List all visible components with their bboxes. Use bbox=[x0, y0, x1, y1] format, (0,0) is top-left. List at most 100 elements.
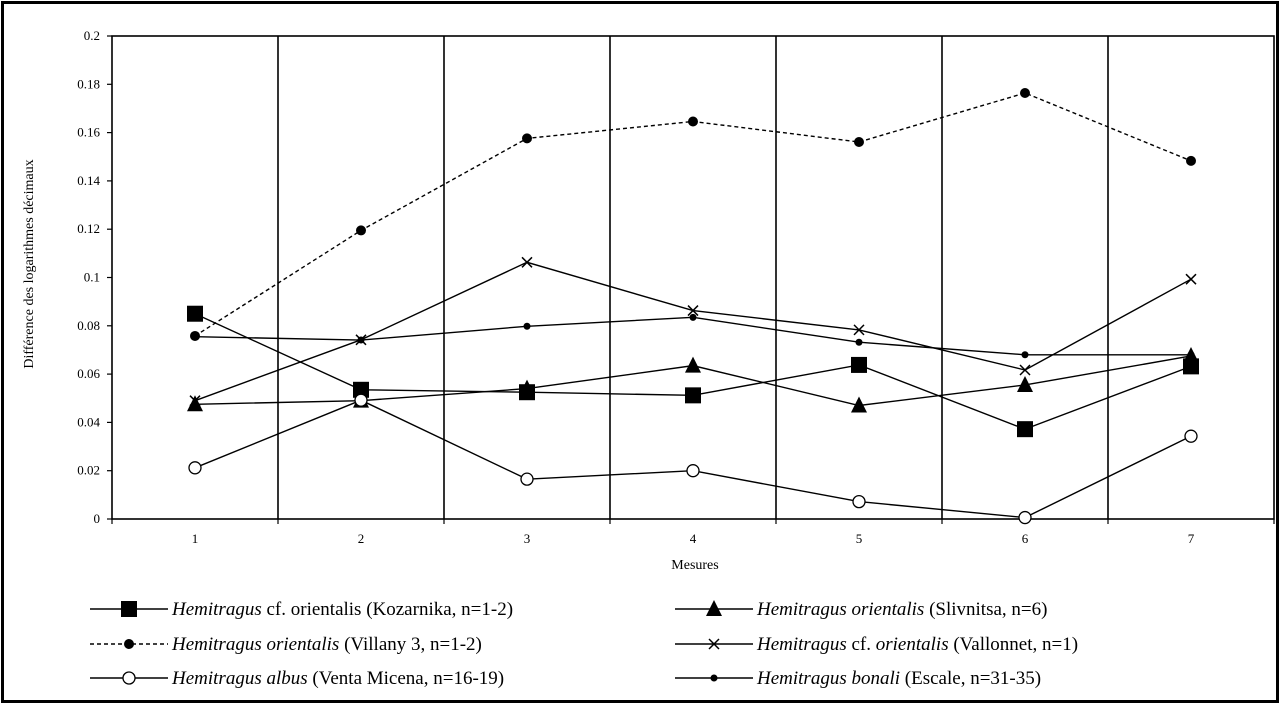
open-circle-marker bbox=[520, 472, 534, 486]
cross-stroke bbox=[1185, 273, 1197, 285]
series-layer bbox=[187, 87, 1199, 525]
legend-label: Hemitragus bonali (Escale, n=31-35) bbox=[756, 668, 1041, 689]
open-circle-marker bbox=[852, 494, 866, 509]
square-marker bbox=[353, 381, 369, 398]
legend-locality: (Villany 3, n=1-2) bbox=[339, 634, 482, 655]
series-line bbox=[194, 316, 1191, 356]
x-tick-label: 7 bbox=[1188, 531, 1195, 546]
legend-label: Hemitragus cf. orientalis (Kozarnika, n=… bbox=[171, 599, 513, 620]
open-circle-marker bbox=[1018, 510, 1032, 525]
grid-lines bbox=[277, 36, 1109, 519]
x-tick-label: 6 bbox=[1022, 531, 1029, 546]
series-6 bbox=[191, 313, 1195, 359]
y-tick-label: 0.14 bbox=[77, 173, 100, 188]
axes bbox=[107, 35, 1275, 524]
open-circle-marker bbox=[188, 461, 202, 475]
legend-genus: Hemitragus bbox=[756, 634, 847, 655]
cross-marker bbox=[853, 324, 865, 336]
x-tick-label: 3 bbox=[524, 531, 531, 546]
triangle-marker bbox=[685, 356, 701, 373]
x-tick-label: 4 bbox=[690, 531, 697, 546]
open-circle-marker bbox=[1184, 429, 1198, 443]
series-5 bbox=[188, 393, 1198, 525]
legend-label: Hemitragus cf. orientalis (Vallonnet, n=… bbox=[756, 634, 1078, 655]
y-tick-label: 0.04 bbox=[77, 414, 100, 429]
triangle-marker bbox=[706, 600, 722, 616]
legend-item: Hemitragus orientalis (Slivnitsa, n=6) bbox=[675, 599, 1047, 620]
y-tick-label: 0.1 bbox=[84, 270, 100, 285]
x-axis-title: Mesures bbox=[671, 558, 718, 573]
triangle-marker bbox=[187, 395, 203, 412]
dot-marker bbox=[1020, 87, 1030, 98]
small-dot-marker bbox=[710, 674, 718, 682]
series-line bbox=[194, 92, 1192, 337]
series-4 bbox=[189, 256, 1197, 407]
cross-marker bbox=[1185, 273, 1197, 285]
legend-genus: Hemitragus bbox=[171, 599, 262, 620]
cross-stroke bbox=[355, 334, 367, 346]
triangle-marker bbox=[851, 396, 867, 413]
legend-locality: (Slivnitsa, n=6) bbox=[924, 599, 1047, 620]
legend-species: orientalis bbox=[266, 634, 339, 655]
dot-marker bbox=[522, 133, 532, 144]
y-tick-label: 0.16 bbox=[77, 125, 100, 140]
cross-marker bbox=[687, 305, 699, 317]
cross-marker bbox=[1019, 364, 1031, 376]
square-marker bbox=[519, 384, 535, 401]
series-1 bbox=[187, 305, 1199, 438]
y-tick-label: 0.18 bbox=[77, 76, 100, 91]
square-marker bbox=[1183, 358, 1199, 375]
legend: Hemitragus cf. orientalis (Kozarnika, n=… bbox=[90, 599, 1078, 689]
cross-stroke bbox=[708, 638, 720, 650]
square-marker bbox=[187, 305, 203, 322]
x-tick-label: 2 bbox=[358, 531, 365, 546]
cross-stroke bbox=[521, 256, 533, 268]
small-dot-marker bbox=[689, 313, 697, 321]
legend-species: orientalis bbox=[851, 599, 924, 620]
cross-stroke bbox=[853, 324, 865, 336]
y-tick-label: 0.02 bbox=[77, 463, 100, 478]
legend-item: Hemitragus bonali (Escale, n=31-35) bbox=[675, 668, 1041, 689]
small-dot-marker bbox=[855, 338, 863, 346]
legend-cf: cf. bbox=[266, 599, 290, 620]
legend-locality: (Escale, n=31-35) bbox=[900, 668, 1041, 689]
legend-locality: (Venta Micena, n=16-19) bbox=[308, 668, 504, 689]
small-dot-marker bbox=[1021, 351, 1029, 359]
legend-locality: (Vallonnet, n=1) bbox=[949, 634, 1078, 655]
legend-label: Hemitragus orientalis (Slivnitsa, n=6) bbox=[756, 599, 1047, 620]
cross-marker bbox=[708, 638, 720, 650]
legend-genus: Hemitragus bbox=[171, 634, 262, 655]
series-line bbox=[194, 399, 1192, 519]
cross-stroke bbox=[1019, 364, 1031, 376]
dot-marker bbox=[1186, 155, 1196, 166]
legend-genus: Hemitragus bbox=[756, 599, 847, 620]
small-dot-marker bbox=[523, 322, 531, 330]
legend-item: Hemitragus albus (Venta Micena, n=16-19) bbox=[90, 668, 504, 689]
square-marker bbox=[121, 601, 137, 617]
legend-item: Hemitragus cf. orientalis (Kozarnika, n=… bbox=[90, 599, 513, 620]
y-tick-label: 0 bbox=[94, 511, 101, 526]
dot-marker bbox=[688, 116, 698, 127]
open-circle-marker bbox=[354, 393, 368, 407]
cross-marker bbox=[355, 334, 367, 346]
square-marker bbox=[685, 387, 701, 404]
legend-species: orientalis bbox=[876, 634, 949, 655]
square-marker bbox=[851, 356, 867, 373]
dot-marker bbox=[854, 137, 864, 148]
y-tick-label: 0.08 bbox=[77, 318, 100, 333]
dot-marker bbox=[190, 330, 200, 341]
legend-cf: cf. bbox=[851, 634, 875, 655]
legend-label: Hemitragus orientalis (Villany 3, n=1-2) bbox=[171, 634, 482, 655]
tick-labels: 0 0.02 0.04 0.06 0.08 0.1 0.12 0.14 0.16 0.18 0.2 1… bbox=[77, 28, 1195, 546]
legend-genus: Hemitragus bbox=[171, 668, 262, 689]
legend-genus: Hemitragus bbox=[756, 668, 847, 689]
y-tick-label: 0.06 bbox=[77, 366, 100, 381]
y-axis-title: Différence des logarithmes décimaux bbox=[22, 159, 37, 368]
y-tick-label: 0.12 bbox=[77, 221, 100, 236]
triangle-marker bbox=[1017, 375, 1033, 392]
y-tick-label: 0.2 bbox=[84, 28, 100, 43]
legend-species: orientalis bbox=[291, 599, 362, 620]
square-marker bbox=[1017, 421, 1033, 438]
cross-stroke bbox=[687, 305, 699, 317]
